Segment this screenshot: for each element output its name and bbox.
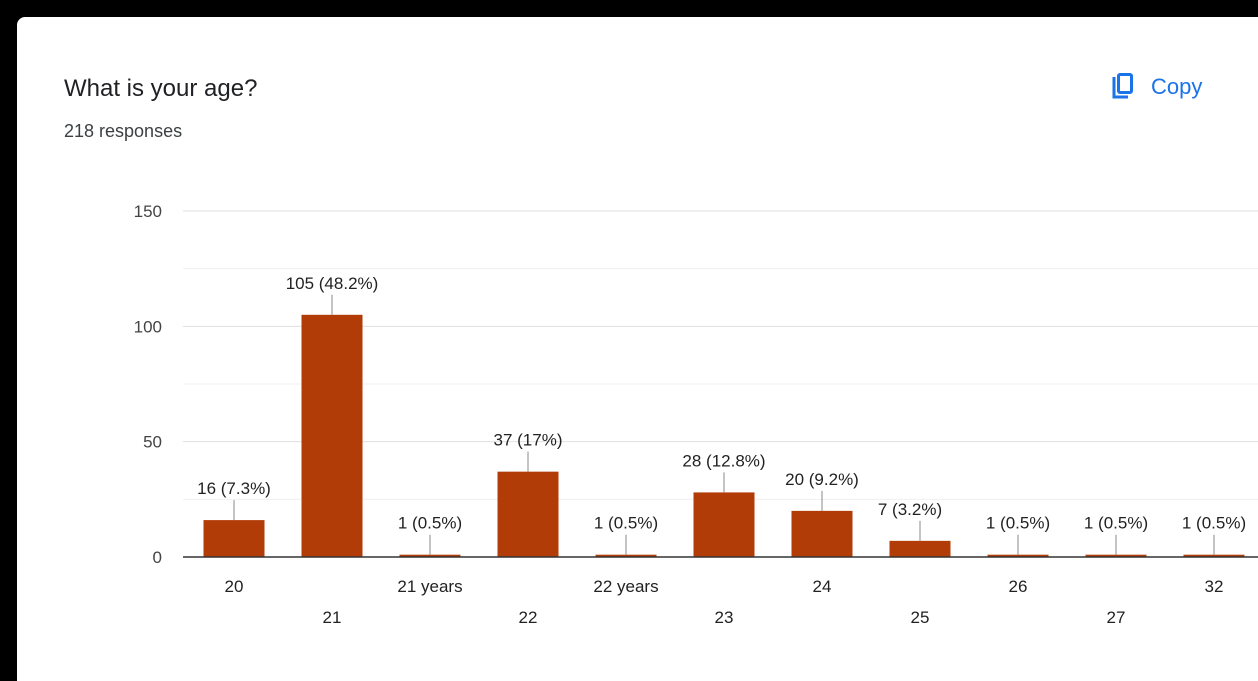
x-tick-label: 26 <box>1009 577 1028 596</box>
data-label: 1 (0.5%) <box>986 514 1050 533</box>
data-label: 28 (12.8%) <box>682 451 765 470</box>
bar <box>987 554 1049 557</box>
question-title: What is your age? <box>64 75 258 102</box>
x-tick-label: 25 <box>911 608 930 627</box>
data-label: 1 (0.5%) <box>398 514 462 533</box>
data-label: 105 (48.2%) <box>286 274 379 293</box>
data-label: 7 (3.2%) <box>878 500 942 519</box>
bar <box>791 510 853 557</box>
data-label: 1 (0.5%) <box>1084 514 1148 533</box>
bar <box>301 314 363 557</box>
copy-chart-button[interactable]: Copy <box>1105 69 1208 105</box>
x-tick-label: 23 <box>715 608 734 627</box>
response-count: 218 responses <box>64 121 183 141</box>
copy-icon <box>1111 73 1133 101</box>
bar <box>203 520 265 557</box>
x-tick-label: 22 <box>519 608 538 627</box>
x-axis-ticks: 20 21 21 years 22 22 years 23 24 25 26 27 32 <box>225 577 1224 627</box>
bar <box>889 540 951 557</box>
chart-card: What is your age? 218 responses Copy <box>17 17 1258 681</box>
data-label: 1 (0.5%) <box>1182 514 1246 533</box>
x-tick-label: 21 years <box>397 577 462 596</box>
bar <box>497 471 559 557</box>
bar <box>1085 554 1147 557</box>
x-tick-label: 21 <box>323 608 342 627</box>
bar <box>399 554 461 557</box>
y-tick-label: 0 <box>153 548 162 567</box>
bar <box>1183 554 1245 557</box>
bars: 16 (7.3%) 105 (48.2%) 1 (0.5%) 37 (17%) 1 (0… <box>197 274 1246 557</box>
copy-label: Copy <box>1151 74 1203 99</box>
data-label: 37 (17%) <box>494 431 563 450</box>
x-tick-label: 24 <box>813 577 832 596</box>
x-tick-label: 32 <box>1205 577 1224 596</box>
y-axis-ticks: 0 50 100 150 <box>134 202 162 567</box>
bar <box>693 492 755 557</box>
data-label: 1 (0.5%) <box>594 514 658 533</box>
y-tick-label: 150 <box>134 202 162 221</box>
data-label: 16 (7.3%) <box>197 479 271 498</box>
y-tick-label: 100 <box>134 317 162 336</box>
y-tick-label: 50 <box>143 433 162 452</box>
x-tick-label: 27 <box>1107 608 1126 627</box>
bar <box>595 554 657 557</box>
data-label: 20 (9.2%) <box>785 470 859 489</box>
x-tick-label: 20 <box>225 577 244 596</box>
x-tick-label: 22 years <box>593 577 658 596</box>
